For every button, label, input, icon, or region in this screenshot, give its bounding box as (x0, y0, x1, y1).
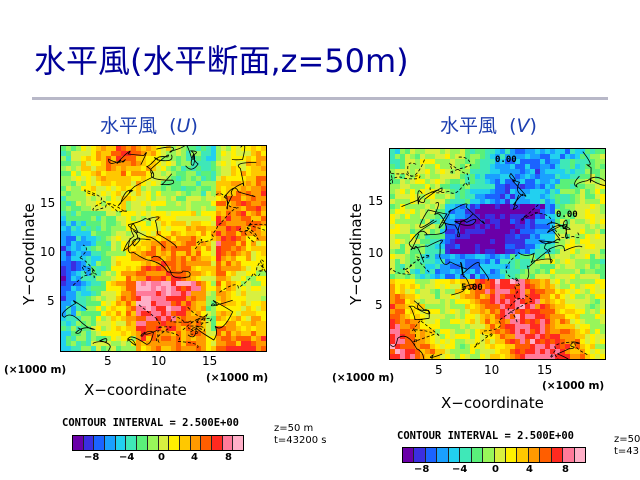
panel-v-meta-z: z=50 (614, 434, 640, 445)
colorbar-swatch (460, 448, 472, 462)
panel-v-x-axis-label: X−coordinate (441, 394, 544, 412)
panel-u-y-axis-label: Y−coordinate (20, 203, 38, 305)
colorbar-swatch (448, 448, 461, 462)
colorbar-swatch (517, 448, 529, 462)
panel-v-colorbar-tick: 4 (526, 464, 533, 475)
panel-v-contour-interval: CONTOUR INTERVAL = 2.500E+00 (397, 430, 575, 442)
panel-u-title-prefix: 水平風 (100, 115, 158, 137)
colorbar-swatch (233, 436, 243, 450)
title-divider (32, 97, 608, 100)
panel-u-x-units-right: (×1000 m) (206, 372, 269, 384)
colorbar-swatch (158, 436, 170, 450)
panel-u-title: 水平風 (U) (100, 111, 198, 138)
colorbar-swatch (179, 436, 191, 450)
panel-u-x-tick: 15 (202, 354, 218, 368)
colorbar-swatch (222, 436, 234, 450)
colorbar-swatch (483, 448, 495, 462)
panel-v-colorbar-tick: 8 (562, 464, 569, 475)
colorbar-swatch (563, 448, 575, 462)
panel-v-var-open: ( (509, 115, 517, 137)
panel-u-colorbar-tick: 0 (158, 452, 165, 463)
colorbar-swatch (551, 448, 564, 462)
colorbar-swatch (126, 436, 138, 450)
panel-u-x-units-left: (×1000 m) (4, 364, 67, 376)
panel-u-var-open: ( (169, 115, 177, 137)
panel-v-y-tick: 5 (375, 298, 383, 312)
panel-u-x-tick: 5 (104, 354, 112, 368)
panel-u-colorbar-tick: −4 (119, 452, 135, 463)
panel-u-colorbar-tick: 8 (225, 452, 232, 463)
colorbar-swatch (137, 436, 148, 450)
colorbar-swatch (414, 448, 426, 462)
panel-v-x-units-right: (×1000 m) (542, 380, 605, 392)
colorbar-swatch (403, 448, 415, 462)
panel-v-y-axis-label: Y−coordinate (347, 203, 365, 305)
colorbar-swatch (94, 436, 106, 450)
panel-v-title: 水平風 (V) (440, 111, 537, 138)
colorbar-swatch (211, 436, 223, 450)
panel-v-contour-value: 0.00 (556, 210, 578, 220)
panel-u-x-tick: 10 (151, 354, 167, 368)
panel-v-x-tick: 10 (484, 363, 500, 377)
colorbar-swatch (437, 448, 449, 462)
panel-u-contour-plot (60, 145, 267, 352)
panel-v-contour-value: 0.00 (495, 155, 517, 165)
panel-u-x-axis-label: X−coordinate (84, 381, 187, 399)
panel-v-x-tick: 15 (537, 363, 553, 377)
panel-v-x-tick: 5 (435, 363, 443, 377)
panel-v-var-close: ) (529, 115, 537, 137)
panel-v-colorbar-tick: −4 (452, 464, 468, 475)
panel-u-meta-t: t=43200 s (274, 435, 327, 446)
colorbar-swatch (190, 436, 202, 450)
panel-v-meta: z=50 t=43 (614, 434, 640, 458)
panel-u-meta-z: z=50 m (274, 423, 314, 434)
slide-title: 水平風(水平断面,z=50m) (34, 42, 409, 80)
panel-v-contour-value: 5.00 (461, 283, 483, 293)
panel-u-y-tick: 5 (47, 294, 55, 308)
panel-v-y-tick: 15 (368, 194, 384, 208)
panel-v-colorbar-tick: −8 (414, 464, 430, 475)
colorbar-swatch (201, 436, 212, 450)
panel-u-colorbar (72, 435, 244, 451)
panel-u-y-tick: 15 (40, 196, 56, 210)
panel-v-colorbar-tick: 0 (492, 464, 499, 475)
panel-u-var: U (176, 115, 191, 137)
panel-u-meta: z=50 m t=43200 s (274, 423, 327, 447)
panel-v-x-units-left: (×1000 m) (332, 372, 395, 384)
colorbar-swatch (540, 448, 552, 462)
panel-u-colorbar-tick: 4 (191, 452, 198, 463)
colorbar-swatch (494, 448, 506, 462)
colorbar-swatch (169, 436, 180, 450)
panel-v-title-prefix: 水平風 (440, 115, 498, 137)
panel-v-meta-t: t=43 (614, 446, 640, 457)
colorbar-swatch (105, 436, 116, 450)
panel-v-var: V (516, 115, 530, 137)
panel-v-colorbar (402, 447, 586, 463)
panel-v-y-tick: 10 (368, 246, 384, 260)
colorbar-swatch (147, 436, 159, 450)
panel-u-colorbar-tick: −8 (84, 452, 100, 463)
panel-u-var-close: ) (190, 115, 198, 137)
colorbar-swatch (115, 436, 127, 450)
colorbar-swatch (528, 448, 541, 462)
colorbar-swatch (505, 448, 518, 462)
colorbar-swatch (471, 448, 484, 462)
colorbar-swatch (83, 436, 95, 450)
colorbar-swatch (574, 448, 585, 462)
panel-u-contour-interval: CONTOUR INTERVAL = 2.500E+00 (62, 417, 240, 429)
panel-u-y-tick: 10 (40, 245, 56, 259)
panel-v-contour-plot (389, 148, 606, 360)
colorbar-swatch (425, 448, 438, 462)
colorbar-swatch (73, 436, 84, 450)
